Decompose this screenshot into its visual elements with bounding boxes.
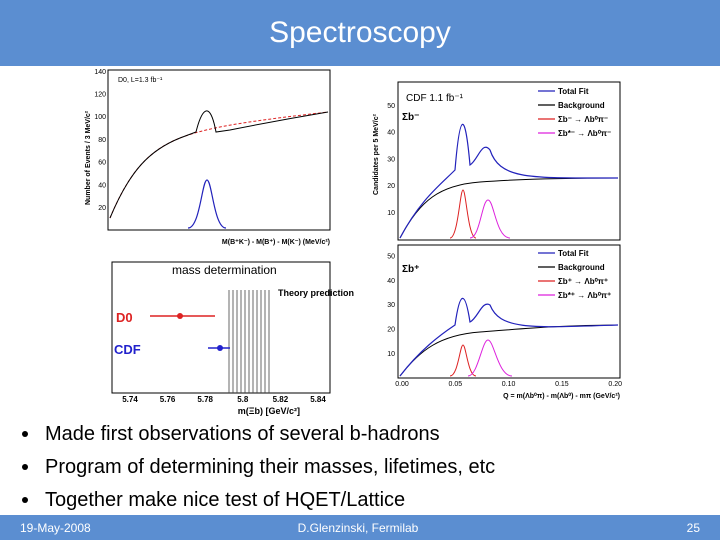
y-tick-label: 50 (387, 103, 395, 110)
bullet-dot (22, 464, 28, 470)
frame-top (397, 81, 621, 241)
legend-entry: Total Fit (558, 249, 589, 258)
d0-figure: D0, L=1.3 fb⁻¹ Number of Events / 3 MeV/… (85, 69, 331, 246)
bullet-text: Program of determining their masses, lif… (45, 456, 495, 478)
footer-bar (0, 515, 720, 540)
y-tick-label: 60 (98, 160, 106, 167)
y-tick-label: 20 (387, 183, 395, 190)
theory-band (228, 290, 270, 393)
legend-entry: Total Fit (558, 87, 589, 96)
legend-entry: Σb*⁺ → Λb⁰π⁺ (558, 291, 611, 300)
fit-background (109, 111, 329, 219)
title: Spectroscopy (269, 16, 451, 49)
x-axis-label: m(Ξb) [GeV/c²] (238, 406, 300, 416)
y-tick-label: 30 (387, 302, 395, 309)
bottom-label: Σb⁺ (402, 264, 419, 275)
peak-bottom-1 (449, 344, 477, 377)
signal (187, 179, 227, 229)
frame (111, 261, 331, 394)
bullet-text: Made first observations of several b-had… (45, 423, 440, 445)
x-tick-label: 5.78 (197, 395, 213, 404)
caption: mass determination (172, 263, 277, 277)
y-tick-label: 140 (94, 69, 106, 76)
bullet-dot (22, 497, 28, 503)
x-tick-label: 5.84 (310, 395, 326, 404)
x-tick-label: 0.15 (555, 381, 569, 388)
x-axis-label: M(B⁺K⁻) - M(B⁺) - M(K⁻) (MeV/c²) (222, 239, 330, 246)
plot-label: D0, L=1.3 fb⁻¹ (118, 77, 163, 84)
footer-author: D.Glenzinski, Fermilab (298, 521, 419, 535)
x-tick-label: 0.00 (395, 381, 409, 388)
legend-entry: Background (558, 101, 605, 110)
plot-label: CDF 1.1 fb⁻¹ (406, 93, 464, 104)
legend-entry: Background (558, 263, 605, 272)
y-tick-label: 10 (387, 210, 395, 217)
y-tick-label: 40 (387, 130, 395, 137)
y-tick-label: 40 (98, 182, 106, 189)
cdf-point (217, 345, 223, 351)
fit-bottom (399, 297, 619, 377)
y-tick-label: 50 (387, 253, 395, 260)
y-tick-label: 80 (98, 137, 106, 144)
bullet-dot (22, 431, 28, 437)
x-tick-label: 0.20 (608, 381, 622, 388)
legend-entry: Σb*⁻ → Λb⁰π⁻ (558, 129, 611, 138)
y-axis-label: Candidates per 5 MeV/c² (373, 113, 380, 195)
legend-entry: Σb⁺ → Λb⁰π⁺ (558, 277, 608, 286)
peak-top-2 (469, 199, 511, 239)
x-tick-label: 0.05 (448, 381, 462, 388)
legend-entry: Σb⁻ → Λb⁰π⁻ (558, 115, 608, 124)
peak-bottom-2 (467, 339, 513, 377)
footer-page: 25 (687, 521, 701, 535)
frame-bottom (397, 244, 621, 379)
x-tick-label: 5.8 (237, 395, 249, 404)
theory-label: Theory prediction (278, 288, 354, 298)
bullet-text: Together make nice test of HQET/Lattice (45, 489, 405, 511)
x-axis-label: Q = m(Λb⁰π) - m(Λb⁰) - mπ (GeV/c²) (503, 392, 620, 400)
y-tick-label: 20 (387, 327, 395, 334)
d0-label: D0 (116, 310, 133, 325)
x-tick-label: 5.74 (122, 395, 138, 404)
peak-top-1 (449, 189, 477, 239)
x-tick-label: 0.10 (502, 381, 516, 388)
d0-point (177, 313, 183, 319)
y-tick-label: 20 (98, 205, 106, 212)
footer-date: 19-May-2008 (20, 521, 91, 535)
x-tick-label: 5.82 (273, 395, 289, 404)
y-tick-label: 30 (387, 156, 395, 163)
fit-top (399, 123, 619, 239)
mass-figure: mass determination D0 CDF Theory predict… (111, 261, 354, 416)
y-axis-label: Number of Events / 3 MeV/c² (85, 110, 92, 205)
y-tick-label: 120 (94, 92, 106, 99)
fit-total (109, 110, 329, 219)
x-tick-label: 5.76 (160, 395, 176, 404)
top-label: Σb⁻ (402, 112, 419, 123)
y-tick-label: 100 (94, 114, 106, 121)
frame (107, 69, 331, 231)
cdf-label: CDF (114, 342, 141, 357)
cdf-figure: CDF 1.1 fb⁻¹ Σb⁻ Σb⁺ Candidates per 5 Me… (373, 81, 622, 400)
title-bar (0, 0, 720, 66)
y-tick-label: 40 (387, 278, 395, 285)
y-tick-label: 10 (387, 351, 395, 358)
